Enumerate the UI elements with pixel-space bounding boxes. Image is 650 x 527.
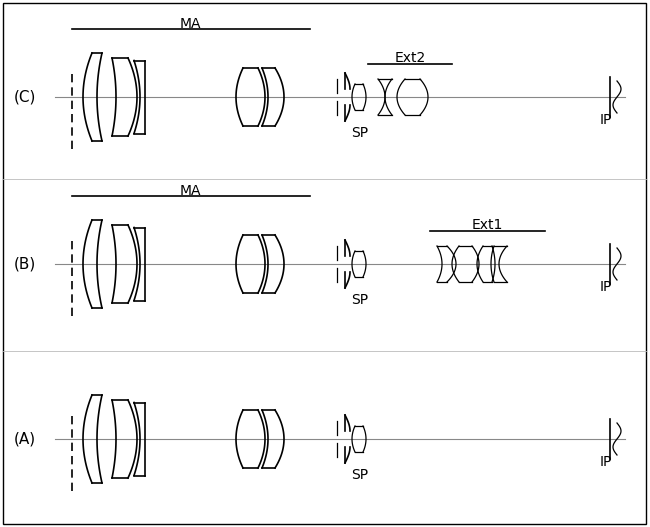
Text: IP: IP	[600, 280, 612, 294]
Text: SP: SP	[351, 468, 368, 482]
Text: Ext2: Ext2	[395, 51, 426, 65]
Text: MA: MA	[179, 17, 201, 31]
Text: (B): (B)	[14, 257, 36, 271]
Text: IP: IP	[600, 455, 612, 469]
Text: (A): (A)	[14, 432, 36, 446]
Text: SP: SP	[351, 293, 368, 307]
Text: MA: MA	[179, 184, 201, 198]
Text: IP: IP	[600, 113, 612, 127]
Text: SP: SP	[351, 126, 368, 140]
Text: (C): (C)	[14, 90, 36, 104]
Text: Ext1: Ext1	[471, 218, 502, 232]
